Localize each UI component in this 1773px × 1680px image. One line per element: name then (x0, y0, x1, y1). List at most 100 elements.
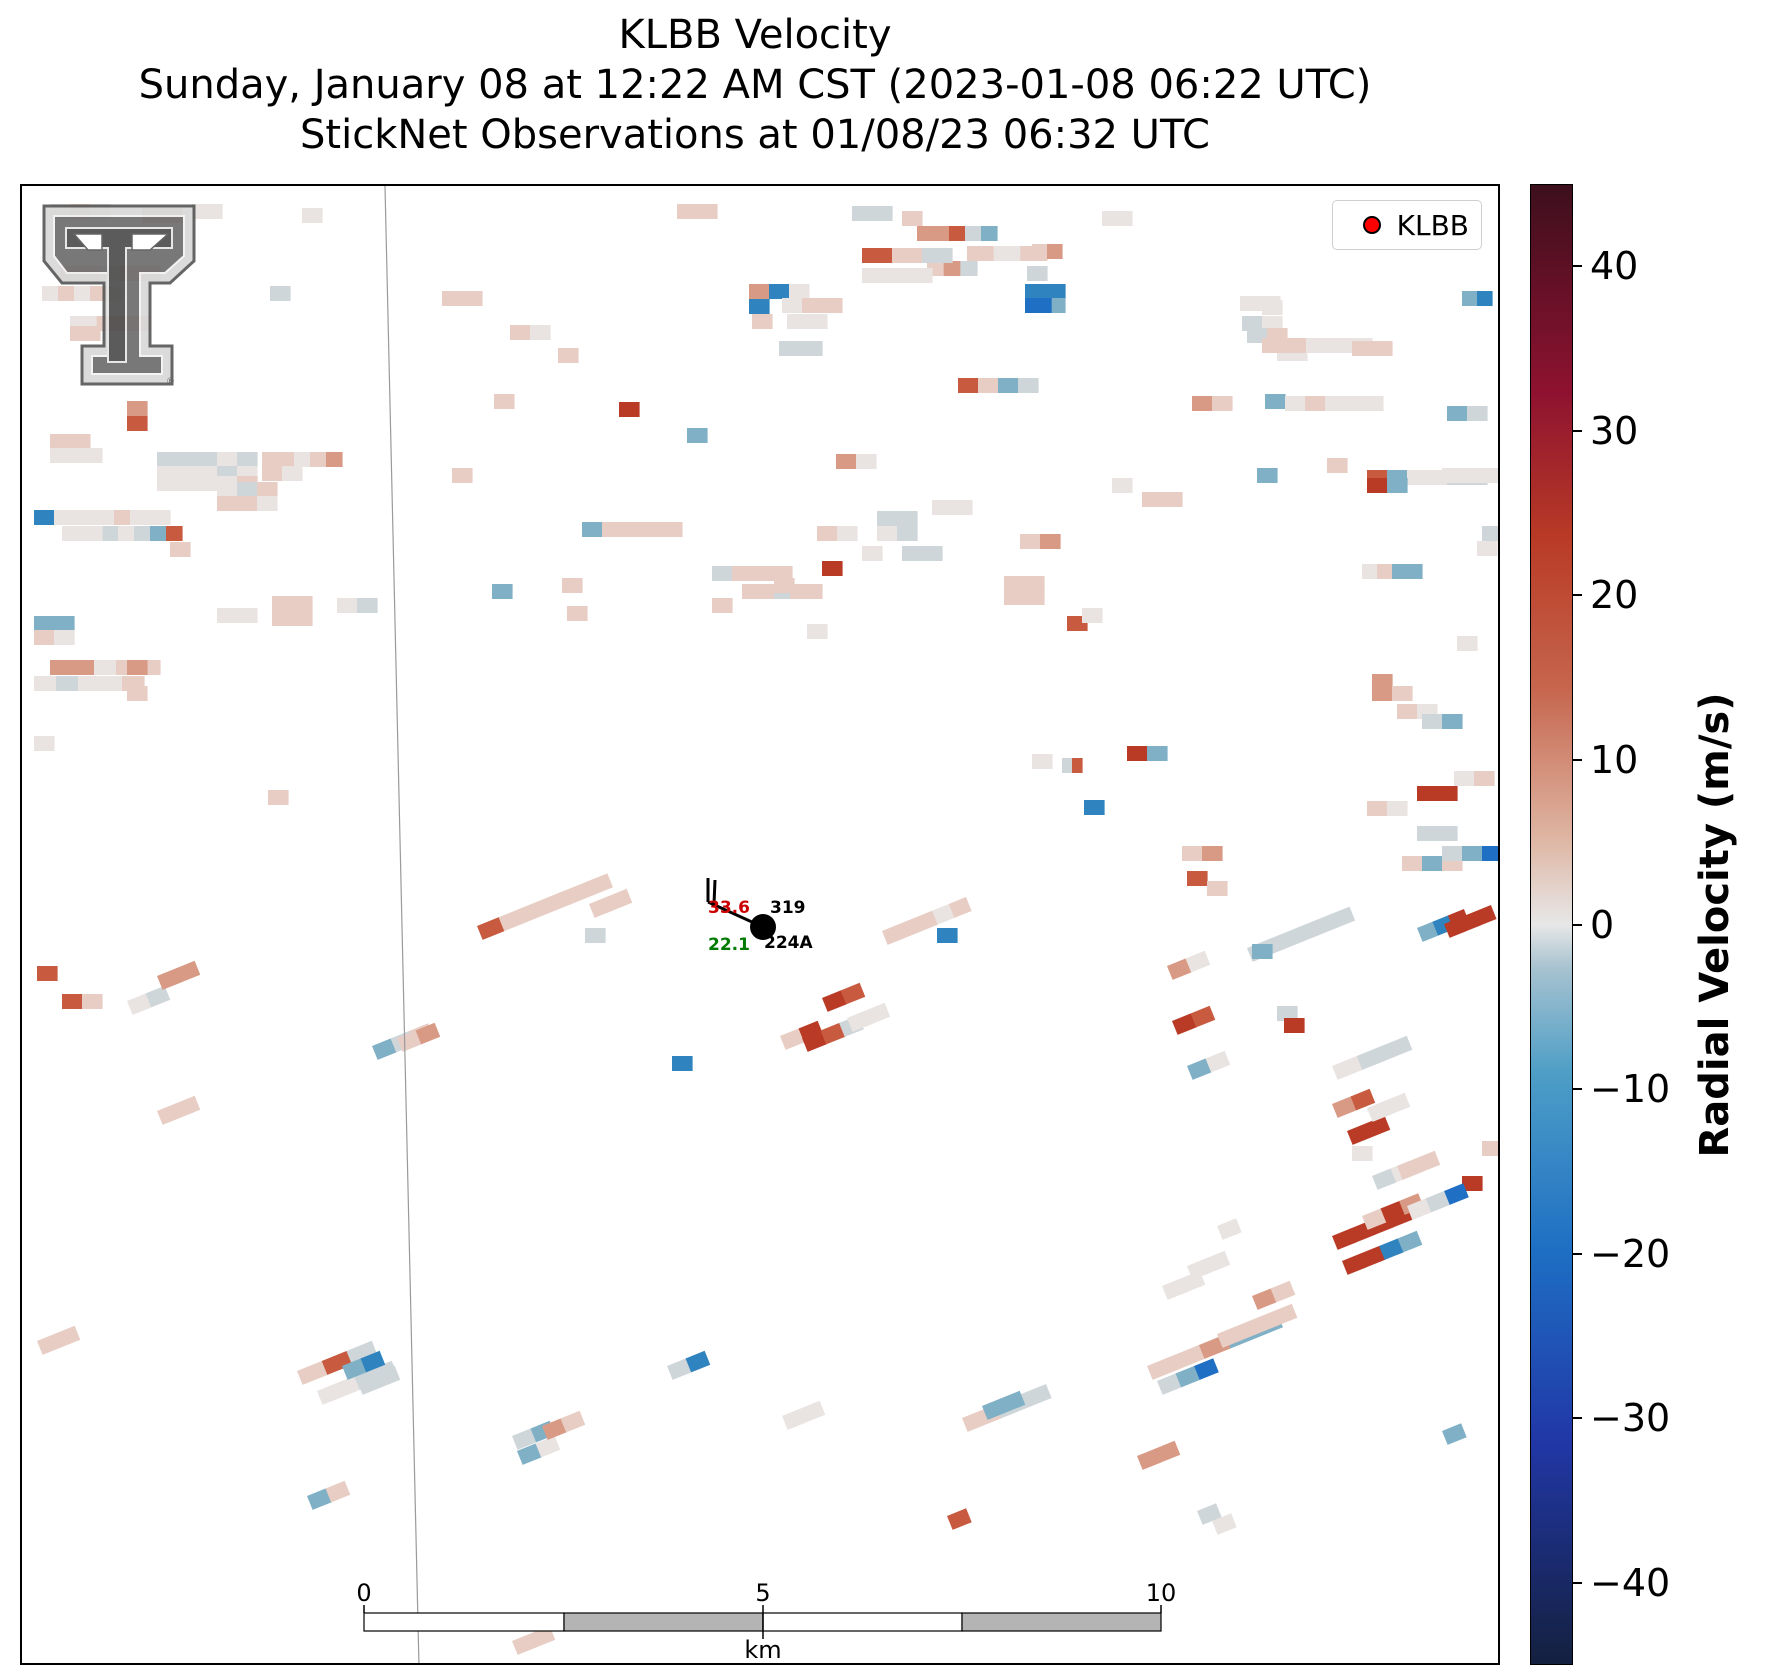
velocity-gate (732, 566, 753, 581)
velocity-gate (1362, 1208, 1387, 1230)
velocity-gate (511, 1428, 537, 1450)
velocity-gate (1482, 1141, 1498, 1156)
velocity-gate (1038, 284, 1053, 299)
velocity-gate (1417, 921, 1439, 942)
velocity-gate (563, 882, 592, 905)
velocity-gate (62, 526, 83, 541)
velocity-gate (50, 448, 71, 463)
velocity-gate (560, 1410, 586, 1433)
velocity-gate-segment (1020, 534, 1061, 549)
scale-label-5: 5 (755, 1579, 771, 1607)
velocity-gate (822, 990, 847, 1012)
velocity-gate (150, 526, 167, 541)
velocity-gate (1084, 800, 1105, 815)
velocity-gate (1270, 1280, 1296, 1303)
velocity-gate (1072, 758, 1083, 773)
velocity-gate (1004, 590, 1025, 605)
velocity-gate-segment (917, 226, 998, 241)
wind-barb-flag-2 (712, 879, 717, 905)
velocity-gate (806, 584, 823, 599)
velocity-gate (1025, 284, 1039, 299)
velocity-gate-segment (1192, 396, 1233, 411)
velocity-gate (34, 736, 55, 751)
velocity-gate-segment (192, 204, 223, 219)
radar-velocity-map[interactable]: ® 33.6 319 22.1 224A (22, 186, 1500, 1665)
velocity-gate-segment (492, 584, 513, 599)
velocity-gate (822, 298, 843, 313)
sticknet-station-plot[interactable]: 33.6 319 22.1 224A (706, 878, 813, 955)
velocity-gate (993, 246, 1021, 261)
velocity-gate-segment (102, 526, 183, 541)
scale-unit-label: km (744, 1636, 782, 1664)
velocity-gate (1462, 846, 1483, 861)
velocity-gate-segment (1252, 944, 1273, 959)
velocity-gate (897, 526, 918, 541)
station-dewpoint: 22.1 (708, 935, 750, 955)
velocity-gate (1467, 406, 1488, 421)
velocity-gate (782, 298, 803, 313)
velocity-gate (780, 1028, 805, 1050)
velocity-gate (294, 452, 311, 467)
velocity-gate-segment (1212, 1513, 1237, 1535)
velocity-gate-segment (712, 566, 793, 581)
velocity-gate (217, 452, 238, 467)
velocity-gate (917, 226, 934, 241)
velocity-gate (94, 510, 115, 525)
velocity-gate-segment (494, 394, 515, 409)
velocity-gate-segment (1417, 786, 1458, 801)
velocity-gate-segment (1142, 492, 1183, 507)
velocity-gate (1381, 1035, 1413, 1060)
velocity-gate (1277, 1006, 1298, 1021)
velocity-gate-segment (822, 982, 866, 1012)
velocity-gate (1187, 871, 1208, 886)
velocity-gate (292, 611, 313, 626)
velocity-gate-segment (1477, 541, 1498, 556)
klbb-marker-icon (1362, 216, 1381, 234)
velocity-gate (836, 454, 857, 469)
velocity-gate (1417, 786, 1458, 801)
velocity-gate (127, 686, 148, 701)
velocity-gate-segment (268, 790, 289, 805)
velocity-gate-segment (157, 960, 201, 990)
velocity-gate (1024, 590, 1045, 605)
velocity-gate (1038, 298, 1053, 313)
velocity-gate (492, 584, 513, 599)
velocity-gate (282, 466, 303, 481)
velocity-gate (175, 1095, 201, 1118)
velocity-gate (1142, 492, 1163, 507)
velocity-gate (1051, 284, 1066, 299)
velocity-gate-segment (1247, 906, 1356, 962)
velocity-gate (558, 348, 579, 363)
velocity-gate-segment (477, 873, 613, 940)
velocity-gate (1172, 1344, 1206, 1370)
velocity-gate-segment (787, 314, 828, 329)
velocity-gate (321, 1350, 353, 1375)
velocity-gate (54, 616, 75, 631)
velocity-gate (1157, 1373, 1182, 1395)
colorbar-tick-label: 30 (1590, 408, 1639, 453)
velocity-gate-segment (782, 1400, 826, 1430)
velocity-gate (1442, 468, 1463, 483)
radar-map-panel[interactable]: ® 33.6 319 22.1 224A KLBB 0 5 (20, 184, 1500, 1665)
velocity-gate (1051, 298, 1066, 313)
velocity-gate (1262, 316, 1283, 331)
velocity-gate (130, 510, 151, 525)
velocity-gate (118, 526, 135, 541)
velocity-gate-segment (1454, 771, 1495, 786)
velocity-gate (1205, 1050, 1231, 1073)
velocity-gate (1280, 927, 1305, 949)
velocity-gate (217, 496, 238, 511)
velocity-gate (1352, 1146, 1373, 1161)
velocity-gate-segment (1137, 1440, 1181, 1470)
velocity-gate (1032, 244, 1048, 259)
velocity-gate (1328, 338, 1351, 353)
velocity-gate (802, 1030, 827, 1052)
velocity-gate (1347, 1115, 1391, 1145)
velocity-gate (978, 378, 999, 393)
velocity-gate-segment (34, 736, 55, 751)
velocity-gate (567, 606, 588, 621)
velocity-gate (310, 452, 327, 467)
velocity-gate (1137, 1448, 1162, 1470)
velocity-gate (1447, 406, 1468, 421)
velocity-gate-segment (302, 208, 323, 223)
